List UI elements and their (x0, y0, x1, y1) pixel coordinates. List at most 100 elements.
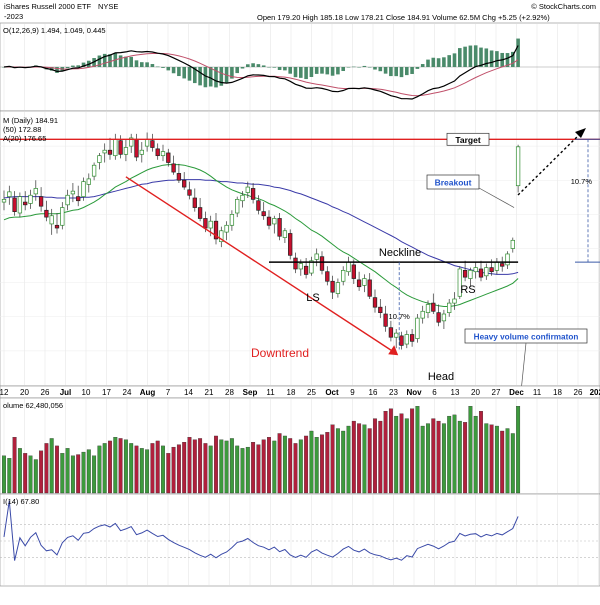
candle (86, 173, 91, 193)
breakout-box (426, 174, 480, 190)
breakout-label: Breakout (435, 178, 472, 188)
x-tick-label: 28 (225, 388, 234, 397)
volume-bar (203, 443, 208, 494)
ppo-histogram-bar (389, 67, 393, 77)
candle-body (81, 181, 86, 197)
volume-bar (240, 448, 245, 494)
volume-bar (208, 445, 213, 494)
ppo-histogram-bar (55, 67, 59, 73)
candle (425, 300, 431, 319)
candle-body (12, 197, 17, 212)
ppo-histogram-bar (314, 67, 319, 74)
x-tick-label: 2024 (590, 388, 600, 397)
volume-bar (70, 455, 75, 494)
candle (171, 155, 176, 175)
volume-bar (108, 440, 112, 494)
candle-body (38, 196, 44, 207)
ppo-line (3, 45, 519, 100)
candle (176, 163, 182, 183)
volume-bar (49, 438, 54, 494)
volume-bar (415, 406, 420, 494)
volume-bar (214, 435, 218, 494)
candle (240, 191, 245, 208)
candle-body (425, 304, 431, 314)
volume-bar (473, 415, 478, 494)
volume-bar (171, 446, 176, 494)
x-tick-label: 27 (492, 388, 501, 397)
candle-body (489, 267, 494, 273)
downtrend-line (125, 176, 395, 353)
volume-bar (420, 425, 425, 494)
ppo-histogram-bar (458, 48, 462, 67)
ppo-histogram-bar (214, 67, 218, 88)
candle-body (473, 267, 478, 273)
x-tick-label: 26 (41, 388, 50, 397)
candle (12, 191, 17, 216)
ppo-histogram-bar (484, 48, 489, 67)
x-tick-label: 25 (307, 388, 316, 397)
x-tick-label: 18 (287, 388, 296, 397)
candle-body (415, 317, 420, 339)
ppo-histogram-bar (76, 65, 80, 67)
volume-bar (145, 449, 150, 494)
candle-body (367, 279, 372, 297)
ppo-histogram-bar (373, 67, 377, 70)
ppo-signal-line (3, 52, 519, 97)
candle-body (28, 194, 33, 204)
candle (325, 266, 330, 286)
volume-bar (335, 428, 340, 494)
ppo-histogram-bar (383, 67, 388, 74)
x-tick-label: Oct (325, 388, 339, 397)
ppo-histogram-bar (410, 67, 414, 74)
candle-body (399, 335, 404, 346)
projection-arrow (517, 133, 581, 196)
volume-bar (510, 433, 515, 494)
candle (404, 330, 409, 349)
candle-body (219, 230, 224, 243)
candle-body (330, 280, 335, 293)
candle-body (144, 138, 150, 147)
volume-bar (81, 451, 86, 494)
head-measure-label: 10.7% (389, 312, 411, 321)
ppo-histogram-bar (283, 67, 287, 71)
volume-bar (187, 437, 192, 494)
x-tick-label: 16 (369, 388, 378, 397)
legend-ma50: (50) 172.88 (3, 125, 41, 134)
volume-bar (28, 455, 33, 494)
projection-label: 10.7% (571, 177, 593, 186)
ppo-histogram-bar (277, 67, 282, 70)
volume-bar (388, 408, 393, 494)
rsi-label: I(14) 67.80 (3, 497, 39, 506)
exchange-label: NYSE (98, 2, 118, 11)
candle-body (298, 263, 303, 270)
candle (250, 182, 256, 204)
volume-bar (55, 445, 59, 494)
volume-bar (383, 411, 388, 494)
candle-body (457, 268, 462, 297)
volume-bar (441, 423, 446, 494)
candle-body (7, 191, 12, 197)
candle (330, 275, 335, 300)
x-tick-label: Sep (243, 388, 258, 397)
x-tick-label: Nov (406, 388, 422, 397)
volume-bar (304, 435, 309, 494)
candle (335, 278, 341, 298)
volume-bar (44, 443, 49, 494)
volume-bar (155, 440, 160, 494)
volume-bar (346, 425, 351, 494)
candle (288, 229, 293, 260)
candle-body (44, 209, 49, 218)
candle (431, 293, 436, 315)
volume-bar (134, 445, 139, 494)
ppo-histogram-bar (150, 64, 155, 67)
volume-bar (92, 455, 97, 494)
volume-bar (373, 418, 377, 494)
volume-bar (309, 430, 314, 494)
candle (383, 305, 388, 332)
volume-bar (394, 415, 399, 494)
candle (441, 309, 447, 330)
candle (378, 299, 383, 319)
ppo-histogram-bar (399, 67, 404, 78)
candle (282, 228, 288, 244)
ppo-histogram-bar (320, 67, 324, 74)
